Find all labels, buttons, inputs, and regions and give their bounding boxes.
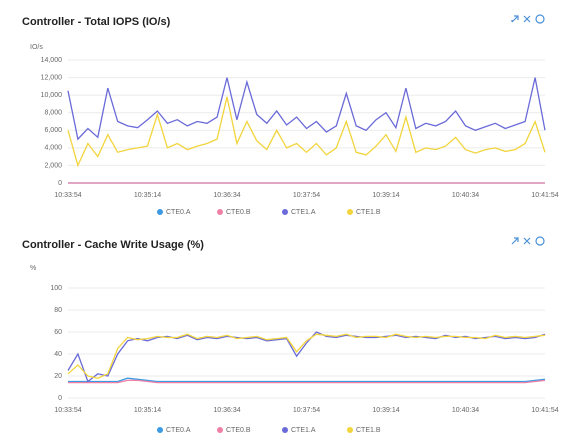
x-tick-label: 10:40:34 — [452, 192, 479, 199]
x-tick-label: 10:39:14 — [372, 192, 399, 199]
series-line — [68, 379, 546, 384]
x-tick-label: 10:33:54 — [54, 192, 81, 199]
x-tick-label: 10:33:54 — [54, 407, 81, 414]
series-line — [67, 77, 546, 141]
legend-label: CTE0.B — [226, 427, 251, 434]
legend-swatch — [217, 209, 223, 215]
x-tick-label: 10:37:54 — [293, 407, 320, 414]
y-tick-label: 8,000 — [44, 110, 62, 117]
y-tick-label: 14,000 — [41, 57, 63, 64]
legend-swatch — [157, 209, 163, 215]
x-tick-label: 10:41:54 — [531, 407, 558, 414]
zoom-icons[interactable] — [511, 15, 531, 23]
y-tick-label: 2,000 — [44, 162, 62, 169]
chart-title: Controller - Total IOPS (IO/s) — [22, 16, 171, 28]
x-tick-label: 10:35:14 — [134, 192, 161, 199]
legend-swatch — [282, 427, 288, 433]
settings-icon[interactable] — [535, 236, 545, 246]
legend-swatch — [347, 209, 353, 215]
legend-label: CTE0.B — [226, 209, 251, 216]
legend-swatch — [347, 427, 353, 433]
legend-label: CTE0.A — [166, 209, 191, 216]
y-tick-label: 6,000 — [44, 127, 62, 134]
y-tick-label: 80 — [54, 307, 62, 314]
series-line — [67, 333, 546, 379]
legend-swatch — [282, 209, 288, 215]
x-tick-label: 10:40:34 — [452, 407, 479, 414]
y-tick-label: 0 — [58, 180, 62, 187]
y-tick-label: 20 — [54, 373, 62, 380]
x-tick-label: 10:39:14 — [372, 407, 399, 414]
y-tick-label: 4,000 — [44, 145, 62, 152]
y-tick-label: 100 — [50, 285, 62, 292]
y-unit: IO/s — [30, 44, 43, 51]
y-unit: % — [30, 265, 36, 272]
legend-label: CTE1.A — [291, 209, 316, 216]
legend-label: CTE0.A — [166, 427, 191, 434]
x-tick-label: 10:35:14 — [134, 407, 161, 414]
y-tick-label: 10,000 — [41, 92, 63, 99]
x-tick-label: 10:37:54 — [293, 192, 320, 199]
legend-swatch — [157, 427, 163, 433]
series-line — [67, 96, 546, 168]
legend-label: CTE1.A — [291, 427, 316, 434]
legend-swatch — [217, 427, 223, 433]
series-line — [67, 331, 546, 383]
series-line — [68, 377, 546, 383]
chart-title: Controller - Cache Write Usage (%) — [22, 239, 204, 251]
zoom-icons[interactable] — [511, 237, 531, 245]
x-tick-label: 10:36:34 — [213, 407, 240, 414]
legend-label: CTE1.B — [356, 209, 381, 216]
y-tick-label: 60 — [54, 329, 62, 336]
x-tick-label: 10:41:54 — [531, 192, 558, 199]
y-tick-label: 40 — [54, 351, 62, 358]
y-tick-label: 0 — [58, 395, 62, 402]
toolbar-icons[interactable] — [511, 14, 545, 246]
x-tick-label: 10:36:34 — [213, 192, 240, 199]
y-tick-label: 12,000 — [41, 74, 63, 81]
legend-label: CTE1.B — [356, 427, 381, 434]
settings-icon[interactable] — [535, 14, 545, 24]
